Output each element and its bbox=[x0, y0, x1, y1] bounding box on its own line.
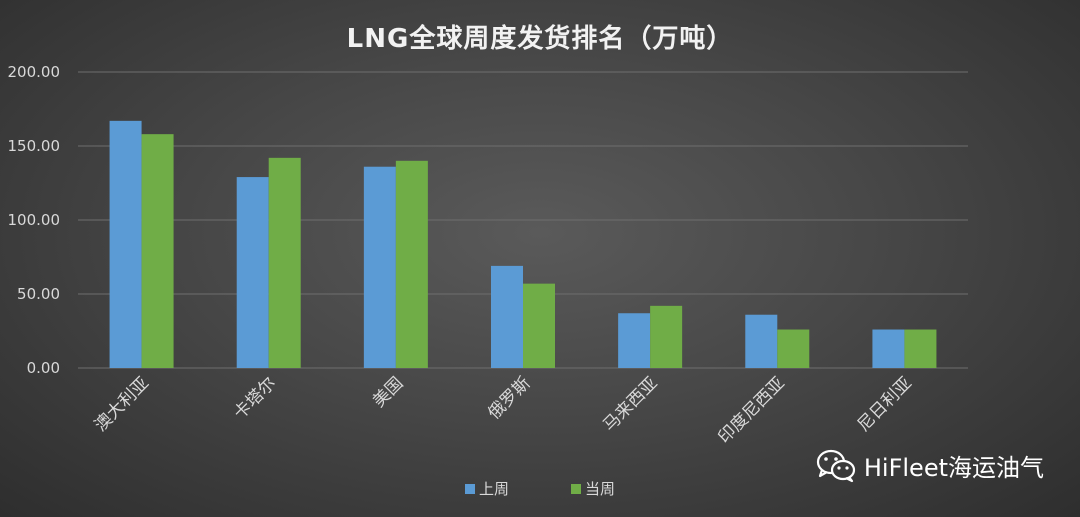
x-tick-label: 澳大利亚 bbox=[91, 373, 153, 435]
y-tick-label: 50.00 bbox=[17, 285, 60, 303]
bar-this-week bbox=[395, 160, 428, 368]
bar-last-week bbox=[236, 177, 269, 368]
x-tick-label: 卡塔尔 bbox=[230, 373, 280, 423]
bar-this-week bbox=[268, 157, 301, 368]
watermark-text: HiFleet海运油气 bbox=[863, 454, 1044, 482]
x-tick-label: 尼日利亚 bbox=[854, 373, 916, 435]
bar-last-week bbox=[618, 313, 651, 368]
legend: 上周 当周 bbox=[0, 478, 1080, 499]
bar-last-week bbox=[363, 166, 396, 368]
bar-this-week bbox=[777, 329, 810, 368]
bar-last-week bbox=[491, 265, 523, 368]
bar-last-week bbox=[109, 120, 142, 368]
chart-title: LNG全球周度发货排名（万吨） bbox=[346, 24, 734, 54]
bar-this-week bbox=[523, 283, 555, 368]
bar-last-week bbox=[872, 329, 905, 368]
bar-this-week bbox=[650, 305, 683, 368]
legend-swatch-last-week bbox=[464, 483, 475, 494]
legend-item-last-week: 上周 bbox=[464, 478, 549, 499]
bar-this-week bbox=[141, 134, 174, 368]
y-tick-label: 100.00 bbox=[8, 211, 61, 229]
legend-label-last-week: 上周 bbox=[478, 480, 509, 498]
x-tick-label: 马来西亚 bbox=[599, 373, 661, 435]
legend-item-this-week: 当周 bbox=[571, 478, 615, 499]
y-tick-label: 200.00 bbox=[8, 63, 61, 81]
y-tick-label: 0.00 bbox=[27, 359, 60, 377]
y-tick-label: 150.00 bbox=[8, 137, 61, 155]
x-tick-label: 印度尼西亚 bbox=[715, 373, 789, 447]
watermark: HiFleet海运油气 bbox=[816, 448, 1044, 483]
legend-label-this-week: 当周 bbox=[585, 480, 616, 498]
x-tick-label: 俄罗斯 bbox=[484, 373, 534, 423]
bar-last-week bbox=[745, 314, 778, 368]
x-tick-label: 美国 bbox=[369, 373, 407, 411]
legend-swatch-this-week bbox=[571, 483, 581, 494]
wechat-icon bbox=[816, 449, 855, 482]
bar-this-week bbox=[904, 329, 937, 368]
